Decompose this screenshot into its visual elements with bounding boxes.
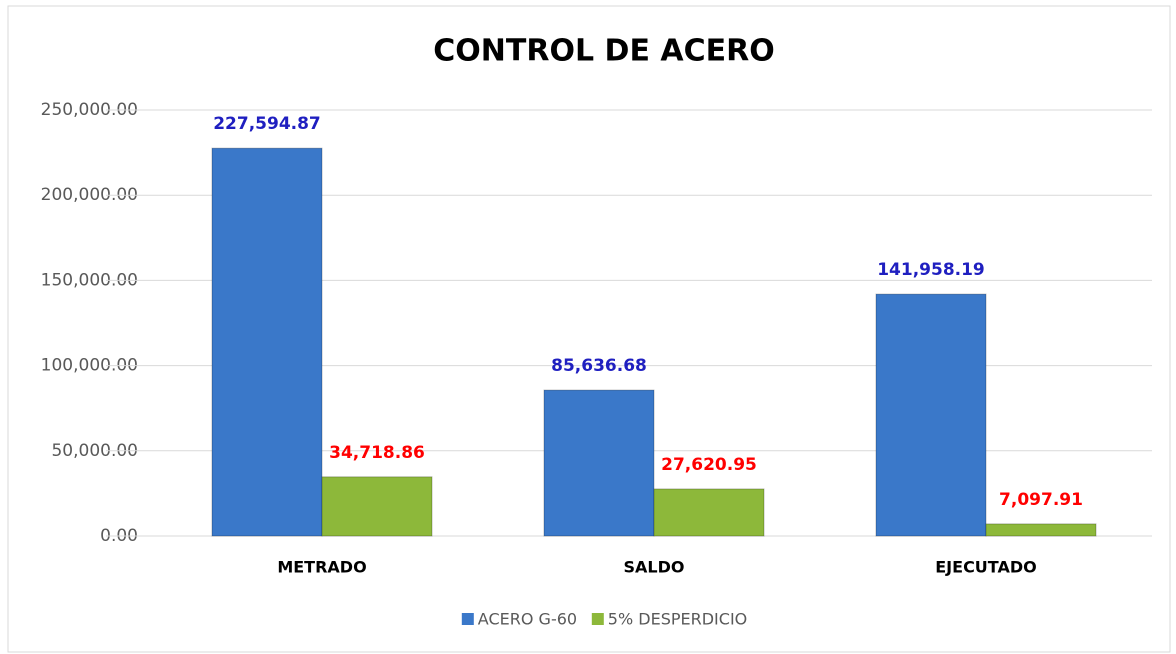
- value-label: 227,594.87: [213, 114, 321, 134]
- value-label: 34,718.86: [329, 443, 425, 463]
- bar: [875, 293, 987, 537]
- y-tick-label: 200,000.00: [41, 185, 138, 205]
- y-tick-label: 50,000.00: [51, 441, 138, 461]
- value-label: 7,097.91: [999, 490, 1083, 510]
- legend-swatch: [461, 613, 474, 625]
- bar: [321, 476, 433, 537]
- legend-swatch: [591, 613, 604, 625]
- x-tick-label: METRADO: [277, 558, 366, 577]
- x-tick-label: EJECUTADO: [935, 558, 1036, 577]
- legend-label: ACERO G-60: [478, 610, 577, 629]
- bar: [653, 488, 765, 537]
- y-tick-label: 100,000.00: [41, 356, 138, 376]
- chart-title: CONTROL DE ACERO: [433, 34, 774, 69]
- value-label: 141,958.19: [877, 260, 985, 280]
- legend-label: 5% DESPERDICIO: [608, 610, 747, 629]
- value-label: 27,620.95: [661, 455, 757, 475]
- bar: [211, 147, 323, 537]
- bar: [985, 523, 1097, 537]
- chart-border: [7, 5, 1171, 653]
- bar: [543, 389, 655, 537]
- x-tick-label: SALDO: [624, 558, 685, 577]
- y-tick-label: 250,000.00: [41, 100, 138, 120]
- value-label: 85,636.68: [551, 356, 647, 376]
- y-tick-label: 150,000.00: [41, 270, 138, 290]
